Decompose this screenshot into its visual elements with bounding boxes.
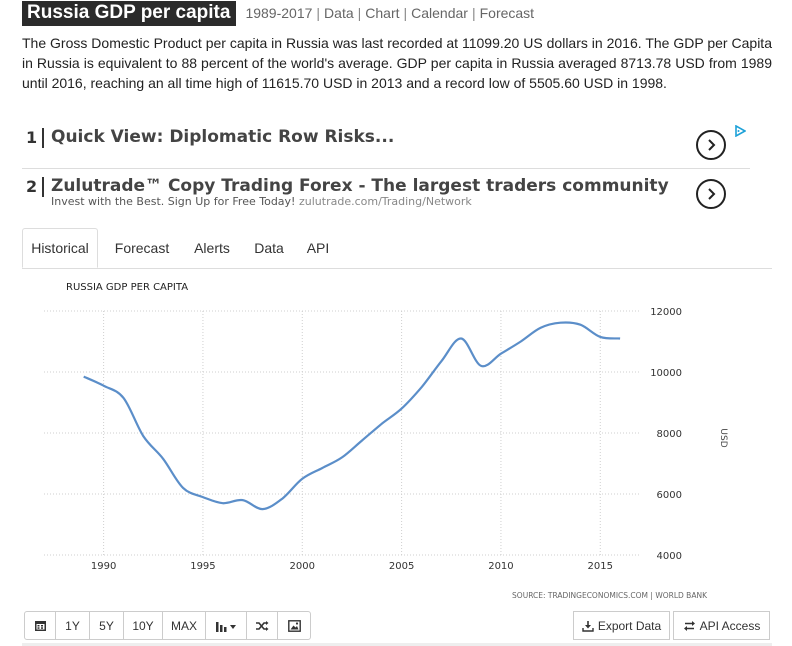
chevron-right-icon bbox=[708, 188, 716, 200]
image-icon bbox=[287, 619, 301, 632]
ad-headline[interactable]: Quick View: Diplomatic Row Risks... bbox=[51, 127, 395, 147]
export-data-label: Export Data bbox=[597, 618, 662, 633]
y-tick-label: 8000 bbox=[657, 429, 682, 440]
x-tick-label: 2010 bbox=[488, 561, 513, 572]
tab-data[interactable]: Data bbox=[254, 240, 284, 256]
image-download-button[interactable] bbox=[277, 611, 311, 640]
subnav-separator: | bbox=[403, 5, 408, 21]
ad-item-1[interactable]: 1 Quick View: Diplomatic Row Risks... bbox=[22, 120, 750, 169]
range-5y-button[interactable]: 5Y bbox=[89, 611, 124, 640]
subnav-separator: | bbox=[357, 5, 362, 21]
ad-number: 2 bbox=[26, 177, 38, 196]
x-tick-label: 2000 bbox=[290, 561, 315, 572]
export-data-button[interactable]: Export Data bbox=[573, 611, 670, 640]
ad-item-2[interactable]: 2 Zulutrade™ Copy Trading Forex - The la… bbox=[22, 169, 750, 213]
page-title: Russia GDP per capita bbox=[22, 0, 237, 26]
subnav-separator: | bbox=[316, 5, 321, 21]
chart-area: 1990 1995 2000 2005 2010 2015 4000 6000 8000 100… bbox=[22, 269, 772, 609]
ad-url[interactable]: zulutrade.com/Trading/Network bbox=[298, 195, 472, 208]
calendar-button[interactable] bbox=[24, 611, 56, 640]
api-access-label: API Access bbox=[699, 618, 761, 633]
series-line bbox=[83, 321, 621, 511]
chevron-right-icon bbox=[708, 139, 716, 151]
ad-divider bbox=[42, 128, 44, 148]
x-tick-label: 2005 bbox=[389, 561, 414, 572]
calendar-icon bbox=[34, 621, 46, 631]
chart-toolbar: 1Y 5Y 10Y MAX bbox=[24, 611, 311, 640]
adchoices-icon[interactable] bbox=[734, 124, 747, 142]
page-header: Russia GDP per capita 1989-2017 | Data | Cha… bbox=[22, 0, 534, 26]
subnav: 1989-2017 | Data | Chart | Calendar | Forecast bbox=[245, 5, 534, 21]
range-1y-button[interactable]: 1Y bbox=[55, 611, 90, 640]
x-tick-label: 2015 bbox=[588, 561, 613, 572]
y-tick-label: 4000 bbox=[657, 551, 682, 562]
ad-subtext: Invest with the Best. Sign Up for Free T… bbox=[51, 195, 472, 208]
range-max-button[interactable]: MAX bbox=[162, 611, 206, 640]
gdp-chart: 1990 1995 2000 2005 2010 2015 4000 6000 8000 100… bbox=[44, 282, 728, 600]
api-access-button[interactable]: API Access bbox=[673, 611, 770, 640]
ad-number: 1 bbox=[26, 128, 38, 147]
y-tick-label: 12000 bbox=[650, 307, 682, 318]
swap-arrows-icon bbox=[683, 620, 695, 631]
chart-title: RUSSIA GDP PER CAPITA bbox=[66, 282, 188, 293]
chart-source: SOURCE: TRADINGECONOMICS.COM | WORLD BAN… bbox=[512, 591, 708, 600]
ad-headline[interactable]: Zulutrade™ Copy Trading Forex - The larg… bbox=[51, 176, 669, 196]
ad-go-button[interactable] bbox=[696, 130, 726, 160]
y-tick-label: 10000 bbox=[650, 368, 682, 379]
description-paragraph: The Gross Domestic Product per capita in… bbox=[22, 35, 772, 91]
y-tick-label: 6000 bbox=[657, 490, 682, 501]
tab-historical[interactable]: Historical bbox=[22, 228, 98, 268]
subnav-chart-link[interactable]: Chart bbox=[365, 5, 400, 21]
ad-divider bbox=[42, 177, 44, 197]
subnav-data-link[interactable]: Data bbox=[324, 5, 354, 21]
footer-divider bbox=[22, 643, 772, 646]
tab-api[interactable]: API bbox=[306, 240, 330, 256]
download-icon bbox=[582, 620, 594, 632]
compare-button[interactable] bbox=[246, 611, 278, 640]
subnav-calendar-link[interactable]: Calendar bbox=[411, 5, 468, 21]
shuffle-icon bbox=[256, 620, 269, 631]
x-tick-label: 1990 bbox=[91, 561, 116, 572]
subnav-range[interactable]: 1989-2017 bbox=[245, 5, 313, 21]
subnav-separator: | bbox=[471, 5, 476, 21]
ad-sub-text: Invest with the Best. Sign Up for Free T… bbox=[51, 195, 296, 208]
range-10y-button[interactable]: 10Y bbox=[123, 611, 163, 640]
chart-type-button[interactable] bbox=[205, 611, 247, 640]
subnav-forecast-link[interactable]: Forecast bbox=[479, 5, 535, 21]
y-axis-label: USD bbox=[718, 428, 728, 447]
bar-chart-icon bbox=[216, 621, 236, 632]
ad-go-button[interactable] bbox=[696, 179, 726, 209]
tab-forecast[interactable]: Forecast bbox=[114, 240, 170, 256]
x-tick-label: 1995 bbox=[190, 561, 215, 572]
chart-tabs: Historical Forecast Alerts Data API bbox=[22, 228, 772, 269]
tab-alerts[interactable]: Alerts bbox=[194, 240, 230, 256]
